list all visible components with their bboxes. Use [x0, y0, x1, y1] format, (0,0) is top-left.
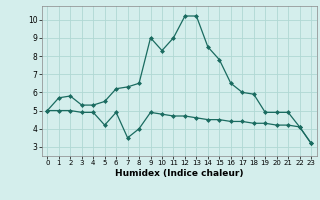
X-axis label: Humidex (Indice chaleur): Humidex (Indice chaleur) — [115, 169, 244, 178]
